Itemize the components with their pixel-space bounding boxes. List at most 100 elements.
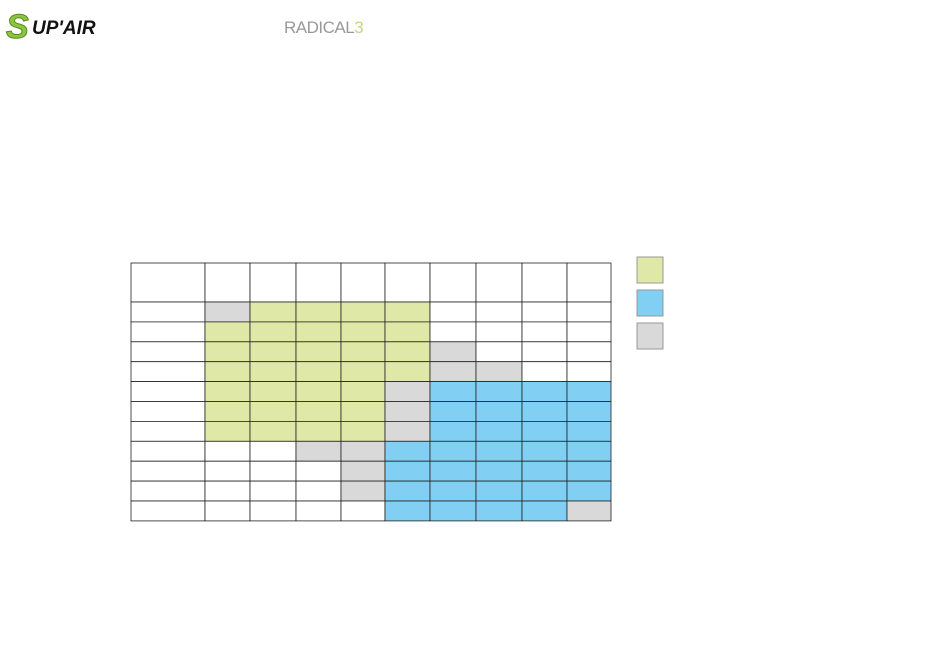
cell: [130, 460, 206, 482]
cell: [429, 321, 477, 343]
cell: [521, 301, 568, 323]
cell: [566, 381, 612, 402]
cell: [429, 361, 477, 383]
cell: [295, 440, 342, 462]
cell: [475, 361, 523, 383]
cell: [204, 381, 251, 402]
cell: [249, 480, 297, 502]
cell: [204, 301, 251, 323]
cell: [204, 480, 251, 502]
cell: [429, 500, 477, 522]
cell: [249, 361, 297, 383]
cell: [340, 460, 386, 482]
cell: [384, 401, 431, 422]
cell: [384, 361, 431, 383]
cell: [429, 440, 477, 462]
cell: [295, 401, 342, 422]
logo-text: UP'AIR: [32, 18, 96, 39]
cell: [340, 361, 386, 383]
cell: [475, 480, 523, 502]
cell: [475, 460, 523, 482]
cell: [340, 321, 386, 343]
header-cell: [566, 262, 612, 303]
cell: [249, 301, 297, 323]
cell: [566, 341, 612, 363]
product-name: RADICAL3: [284, 18, 363, 37]
cell: [340, 381, 386, 402]
cell: [204, 460, 251, 482]
cell: [566, 440, 612, 462]
cell: [130, 301, 206, 323]
cell: [475, 341, 523, 363]
cell: [130, 440, 206, 462]
cell: [429, 341, 477, 363]
cell: [429, 460, 477, 482]
cell: [204, 321, 251, 343]
cell: [340, 480, 386, 502]
header-cell: [340, 262, 386, 303]
cell: [521, 341, 568, 363]
cell: [340, 401, 386, 422]
cell: [429, 420, 477, 442]
logo: S UP'AIR: [6, 8, 96, 47]
cell: [340, 420, 386, 442]
cell: [204, 361, 251, 383]
logo-initial: S: [6, 8, 29, 46]
header-cell: [295, 262, 342, 303]
cell: [429, 381, 477, 402]
cell: [340, 341, 386, 363]
cell: [566, 420, 612, 442]
cell: [130, 341, 206, 363]
header-cell: [249, 262, 297, 303]
cell: [566, 321, 612, 343]
cell: [130, 321, 206, 343]
header-cell: [521, 262, 568, 303]
cell: [249, 420, 297, 442]
cell: [295, 500, 342, 522]
cell: [521, 420, 568, 442]
cell: [204, 420, 251, 442]
cell: [249, 460, 297, 482]
cell: [130, 420, 206, 442]
cell: [521, 440, 568, 462]
cell: [475, 420, 523, 442]
cell: [295, 480, 342, 502]
cell: [566, 301, 612, 323]
cell: [475, 440, 523, 462]
cell: [521, 401, 568, 422]
cell: [130, 381, 206, 402]
header-cell: [384, 262, 431, 303]
legend: [636, 256, 664, 350]
legend-swatch: [636, 322, 664, 350]
cell: [384, 341, 431, 363]
legend-swatch: [636, 256, 664, 284]
cell: [130, 361, 206, 383]
cell: [384, 301, 431, 323]
cell: [295, 420, 342, 442]
cell: [130, 480, 206, 502]
cell: [340, 440, 386, 462]
cell: [249, 500, 297, 522]
cell: [384, 381, 431, 402]
cell: [204, 401, 251, 422]
cell: [566, 401, 612, 422]
cell: [249, 381, 297, 402]
cell: [384, 460, 431, 482]
cell: [475, 401, 523, 422]
cell: [295, 341, 342, 363]
product-word: RADICAL: [284, 18, 354, 37]
cell: [384, 440, 431, 462]
cell: [295, 460, 342, 482]
product-number: 3: [354, 18, 363, 37]
cell: [249, 321, 297, 343]
cell: [566, 361, 612, 383]
table: [130, 262, 612, 522]
header-cell: [475, 262, 523, 303]
cell: [249, 440, 297, 462]
cell: [384, 321, 431, 343]
header-cell: [429, 262, 477, 303]
cell: [384, 480, 431, 502]
legend-swatch: [636, 289, 664, 317]
